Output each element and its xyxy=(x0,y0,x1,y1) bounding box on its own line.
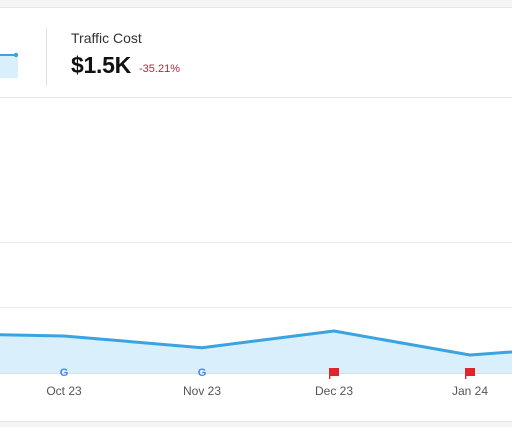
flag-icon[interactable] xyxy=(464,367,476,379)
metric-change: -35.21% xyxy=(139,63,180,75)
series-line xyxy=(0,329,512,357)
x-tick-label: Dec 23 xyxy=(314,384,354,398)
header-divider xyxy=(46,28,47,86)
chart-baseline xyxy=(0,373,512,374)
x-tick-label: Jan 24 xyxy=(451,384,489,398)
x-tick-label: Oct 23 xyxy=(46,384,82,398)
chart-gridline xyxy=(0,242,512,243)
google-update-icon[interactable]: G xyxy=(197,367,207,379)
flag-icon[interactable] xyxy=(328,367,340,379)
chart-gridline xyxy=(0,307,512,308)
x-tick-label: Nov 23 xyxy=(182,384,222,398)
mini-sparkline-icon xyxy=(0,52,19,78)
card-top-strip xyxy=(0,0,512,8)
metric-value: $1.5K xyxy=(71,52,131,78)
google-update-icon[interactable]: G xyxy=(59,367,69,379)
metric-label: Traffic Cost xyxy=(71,30,142,46)
metric-header: Traffic Cost $1.5K -35.21% xyxy=(0,8,512,98)
